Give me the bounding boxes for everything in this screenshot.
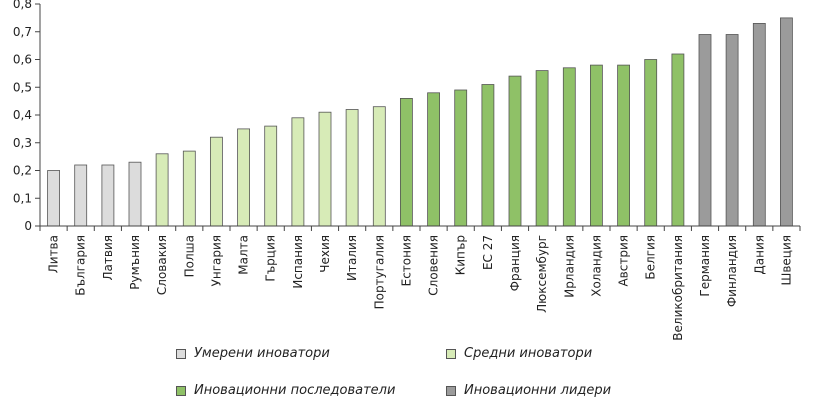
y-tick-label: 0,2 <box>13 164 32 178</box>
bar <box>155 153 169 227</box>
bar <box>535 70 549 227</box>
bar <box>291 117 305 227</box>
x-tick-label: Дания <box>752 235 766 275</box>
legend-label-moderate: Умерени иноватори <box>194 346 330 361</box>
bar <box>698 34 712 227</box>
legend-swatch-moderate <box>176 348 186 359</box>
x-tick-label: Кипър <box>454 235 468 275</box>
x-tick-label: Унгария <box>209 235 223 286</box>
bar <box>508 75 522 227</box>
bar <box>318 111 332 227</box>
x-tick-label: Полша <box>182 235 196 277</box>
y-tick-label: 0,8 <box>13 0 32 11</box>
y-tick-label: 0,7 <box>13 25 32 39</box>
bar <box>752 22 766 227</box>
legend-item-medium: Средни иноватори <box>446 346 592 361</box>
bar <box>47 170 60 227</box>
x-tick-label: Австрия <box>617 235 631 287</box>
y-tick-label: 0,1 <box>13 191 32 205</box>
legend-item-followers: Иновационни последователи <box>176 383 395 398</box>
bars <box>47 17 793 227</box>
bar <box>427 92 441 227</box>
x-tick-label: Чехия <box>318 235 332 273</box>
legend-item-moderate: Умерени иноватори <box>176 346 330 361</box>
legend-label-followers: Иновационни последователи <box>194 383 396 398</box>
legend-swatch-leaders <box>446 385 456 396</box>
x-tick-label: Франция <box>508 235 522 291</box>
x-tick-label: България <box>74 235 88 296</box>
y-tick-label: 0,3 <box>13 136 32 150</box>
x-tick-label: Белгия <box>644 235 658 280</box>
legend-swatch-medium <box>446 348 456 359</box>
bar <box>209 136 223 227</box>
bar <box>128 161 142 227</box>
legend-item-leaders: Иновационни лидери <box>446 383 611 398</box>
x-tick-label: Германия <box>698 235 712 297</box>
x-tick-label: Малта <box>237 235 251 275</box>
x-tick-label: Гърция <box>264 235 278 282</box>
bar <box>780 17 793 227</box>
legend-label-medium: Средни иноватори <box>464 346 593 361</box>
x-tick-label: Португалия <box>372 235 386 309</box>
bar <box>101 164 115 227</box>
x-tick-label: Италия <box>345 235 359 281</box>
bar <box>644 59 658 227</box>
y-tick-label: 0,6 <box>13 53 32 67</box>
x-tick-label: Холандия <box>589 235 603 297</box>
x-tick-label: Люксембург <box>535 235 549 313</box>
bar <box>182 150 196 227</box>
x-tick-label: Словакия <box>155 235 169 295</box>
y-tick-label: 0 <box>24 219 32 233</box>
bar <box>345 109 359 227</box>
x-tick-label: Швеция <box>779 235 793 285</box>
bar <box>372 106 386 227</box>
x-tick-label: Естония <box>399 235 413 286</box>
bar <box>725 34 739 227</box>
bar <box>264 125 278 227</box>
bar <box>454 89 468 227</box>
x-tick-label: ЕС 27 <box>481 235 495 270</box>
legend-swatch-followers <box>176 385 186 396</box>
bar <box>562 67 576 227</box>
bar <box>481 84 495 227</box>
x-tick-label: Румъния <box>128 235 142 290</box>
x-tick-label: Великобритания <box>671 235 685 341</box>
bar <box>590 64 603 227</box>
y-tick-label: 0,4 <box>13 108 32 122</box>
x-axis: Литва България Латвия Румъния Словакия Полша У… <box>39 225 801 341</box>
bar <box>671 53 685 227</box>
bar <box>74 164 88 227</box>
x-tick-label: Литва <box>47 235 61 273</box>
bar <box>617 64 630 227</box>
x-tick-label: Испания <box>291 235 305 289</box>
legend-label-leaders: Иновационни лидери <box>464 383 612 398</box>
bar <box>237 128 251 227</box>
x-tick-label: Финландия <box>725 235 739 307</box>
bar <box>399 98 413 227</box>
x-tick-label: Ирландия <box>562 235 576 298</box>
y-axis: 0 0,1 0,2 0,3 0,4 0,5 0,6 0,7 0,8 <box>13 0 41 233</box>
x-tick-label: Словения <box>427 235 441 296</box>
x-tick-label: Латвия <box>101 235 115 280</box>
y-tick-label: 0,5 <box>13 80 32 94</box>
